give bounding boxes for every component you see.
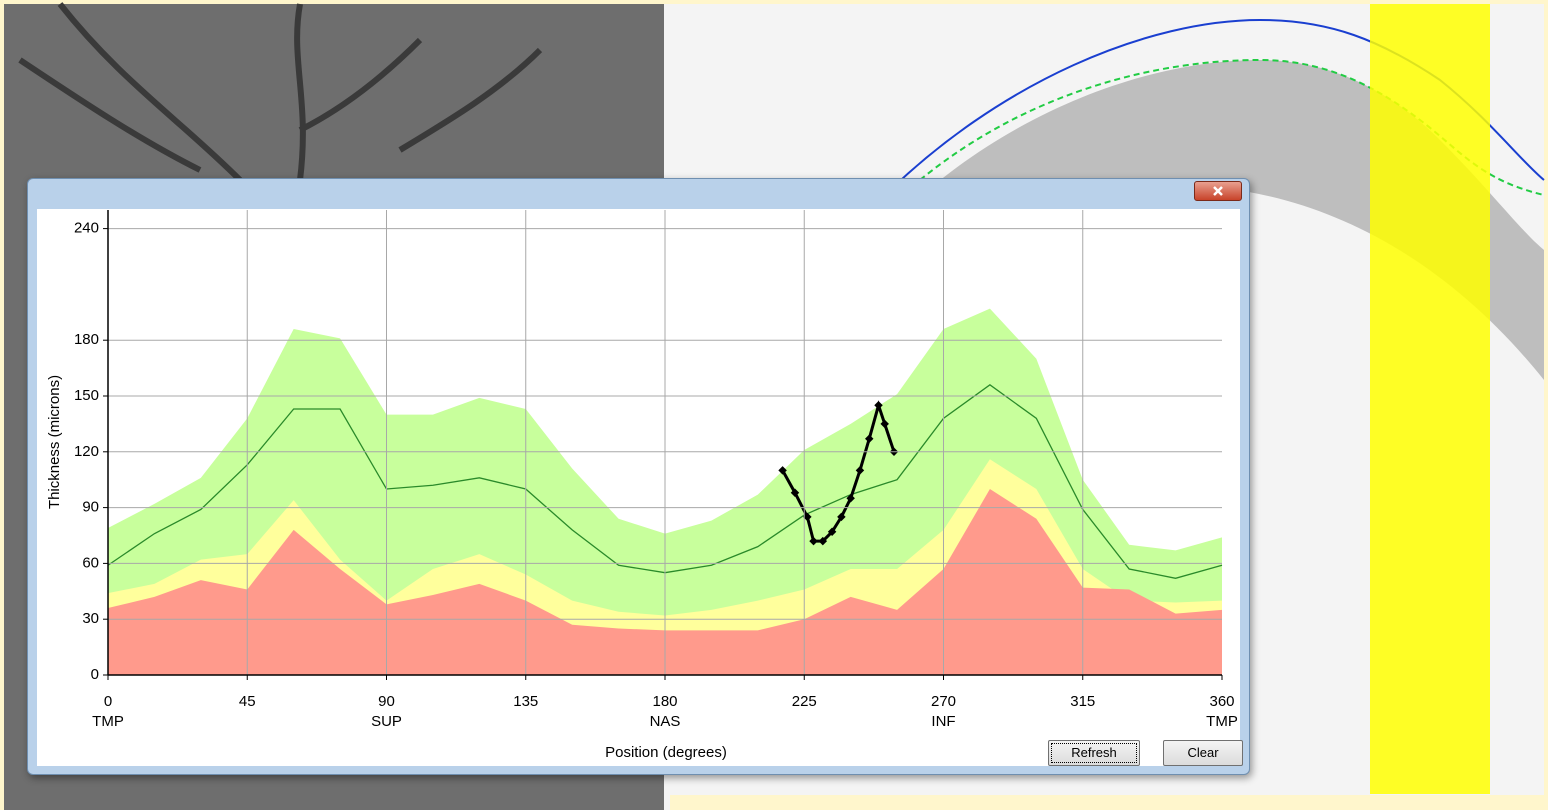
region-label: TMP [1206,713,1238,730]
chart: Thickness (microns) Position (degrees) 0… [0,0,1548,810]
region-label: SUP [371,713,402,730]
y-axis-label: Thickness (microns) [46,375,63,509]
region-label: NAS [650,713,681,730]
x-tick-label: 90 [378,693,395,710]
x-tick-label: 315 [1070,693,1095,710]
page: Thickness (microns) Position (degrees) 0… [0,0,1548,810]
y-tick-label: 150 [74,387,99,404]
y-tick-label: 0 [91,666,99,683]
x-tick-label: 225 [792,693,817,710]
y-tick-label: 60 [82,554,99,571]
x-tick-label: 180 [652,693,677,710]
y-tick-label: 30 [82,610,99,627]
x-tick-label: 135 [513,693,538,710]
x-tick-label: 0 [104,693,112,710]
region-label: TMP [92,713,124,730]
region-label: INF [931,713,955,730]
x-tick-label: 360 [1209,693,1234,710]
x-tick-label: 45 [239,693,256,710]
y-tick-label: 240 [74,220,99,237]
y-tick-label: 120 [74,443,99,460]
x-axis-label: Position (degrees) [605,744,727,761]
y-tick-label: 180 [74,331,99,348]
clear-button[interactable]: Clear [1163,740,1243,766]
x-tick-label: 270 [931,693,956,710]
y-tick-label: 90 [82,499,99,516]
refresh-button[interactable]: Refresh [1048,740,1140,766]
